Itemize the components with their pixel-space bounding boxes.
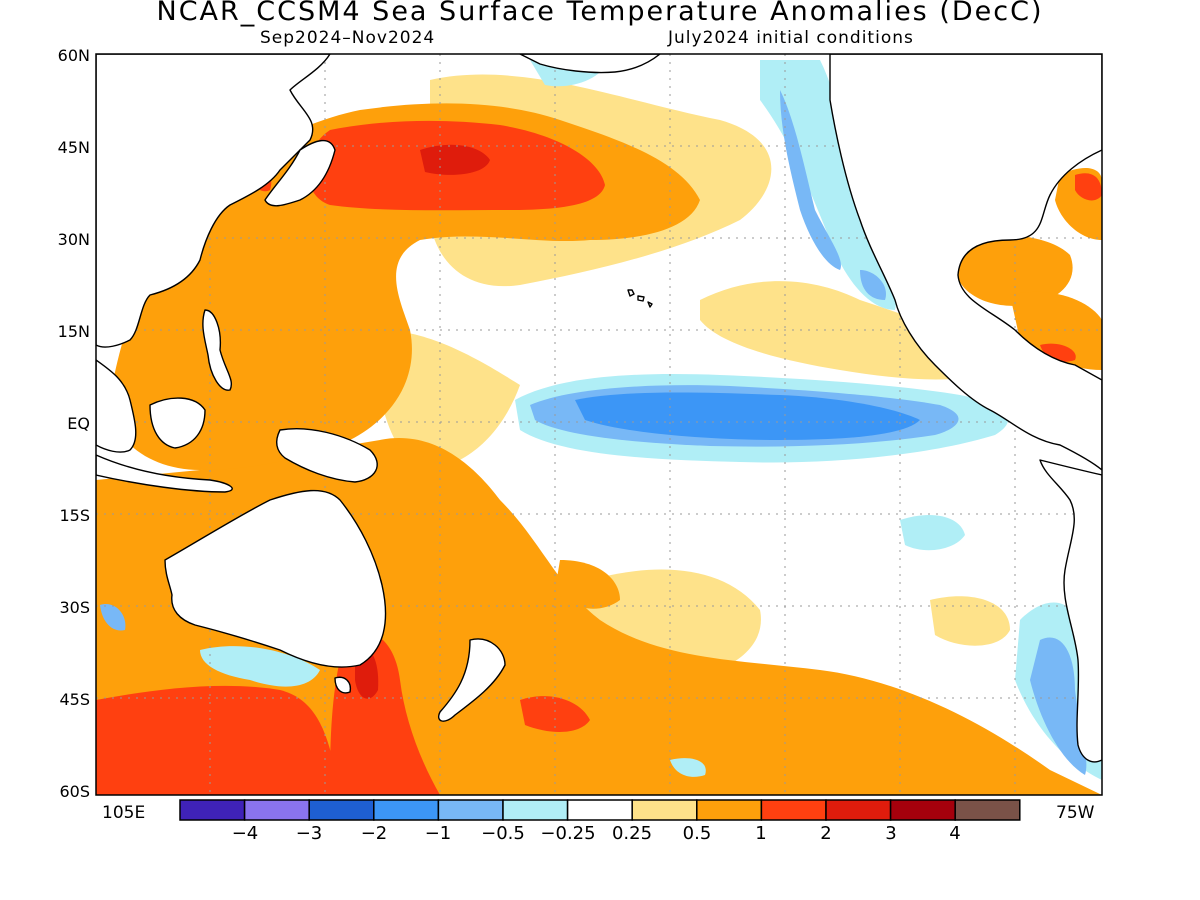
- map-frame: [95, 53, 1103, 796]
- north-america-landmass: [829, 54, 1102, 471]
- new-zealand-islands: [438, 638, 506, 722]
- colorbar-bin-13: [954, 799, 1021, 821]
- south-america-landmass: [1039, 459, 1102, 763]
- colorbar-label-minus2: −2: [360, 823, 388, 844]
- map-title: NCAR_CCSM4 Sea Surface Temperature Anoma…: [156, 0, 1044, 27]
- colorbar-bin-9: [696, 799, 763, 821]
- colorbar-label-minus1: −1: [424, 823, 452, 844]
- lon-label-75w: 75W: [1056, 803, 1095, 823]
- lat-label-60n: 60N: [57, 46, 90, 65]
- colorbar-label-4: 4: [949, 823, 961, 844]
- colorbar: [179, 799, 1021, 821]
- forecast-period: Sep2024–Nov2024: [260, 28, 436, 48]
- lat-label-45s: 45S: [59, 690, 90, 709]
- colorbar-label-minus4: −4: [231, 823, 259, 844]
- colorbar-label-3: 3: [885, 823, 897, 844]
- colorbar-label-1: 1: [755, 823, 767, 844]
- lat-label-eq: EQ: [67, 414, 90, 433]
- lat-label-15n: 15N: [57, 322, 90, 341]
- japan-islands: [264, 139, 336, 207]
- colorbar-bin-12: [889, 799, 956, 821]
- borneo-island: [149, 397, 206, 449]
- lat-label-60s: 60S: [59, 782, 90, 801]
- asia-landmass: [96, 54, 331, 348]
- lon-label-105e: 105E: [102, 803, 146, 823]
- colorbar-label-05: 0.5: [682, 823, 712, 844]
- colorbar-label-minus025: −0.25: [540, 823, 596, 844]
- colorbar-label-minus05: −0.5: [481, 823, 525, 844]
- colorbar-label-minus3: −3: [295, 823, 323, 844]
- colorbar-bin-11: [825, 799, 892, 821]
- colorbar-bin-8: [631, 799, 698, 821]
- colorbar-bin-1: [179, 799, 246, 821]
- sumatra-java-islands: [96, 454, 233, 493]
- tasmania-island: [334, 676, 352, 694]
- new-guinea-island: [276, 428, 378, 483]
- landmasses: [96, 54, 1102, 763]
- colorbar-bin-10: [760, 799, 827, 821]
- colorbar-bin-7: [566, 799, 633, 821]
- initial-conditions: July2024 initial conditions: [668, 28, 914, 48]
- graticule: [96, 54, 1102, 795]
- colorbar-bin-5: [437, 799, 504, 821]
- lat-label-30n: 30N: [57, 230, 90, 249]
- alaska-coast: [519, 54, 661, 74]
- colorbar-bin-6: [502, 799, 569, 821]
- hawaii-islands: [627, 289, 653, 308]
- colorbar-bin-2: [243, 799, 310, 821]
- anomaly-strong-cool-regions: [575, 392, 920, 440]
- lat-label-45n: 45N: [57, 138, 90, 157]
- colorbar-label-025: 0.25: [611, 823, 653, 844]
- australia-landmass: [164, 489, 387, 668]
- lat-label-15s: 15S: [59, 506, 90, 525]
- colorbar-bin-3: [308, 799, 375, 821]
- colorbar-label-2: 2: [820, 823, 832, 844]
- indochina-peninsula: [96, 359, 137, 453]
- philippines-islands: [202, 309, 232, 391]
- lat-label-30s: 30S: [59, 598, 90, 617]
- colorbar-bin-4: [373, 799, 440, 821]
